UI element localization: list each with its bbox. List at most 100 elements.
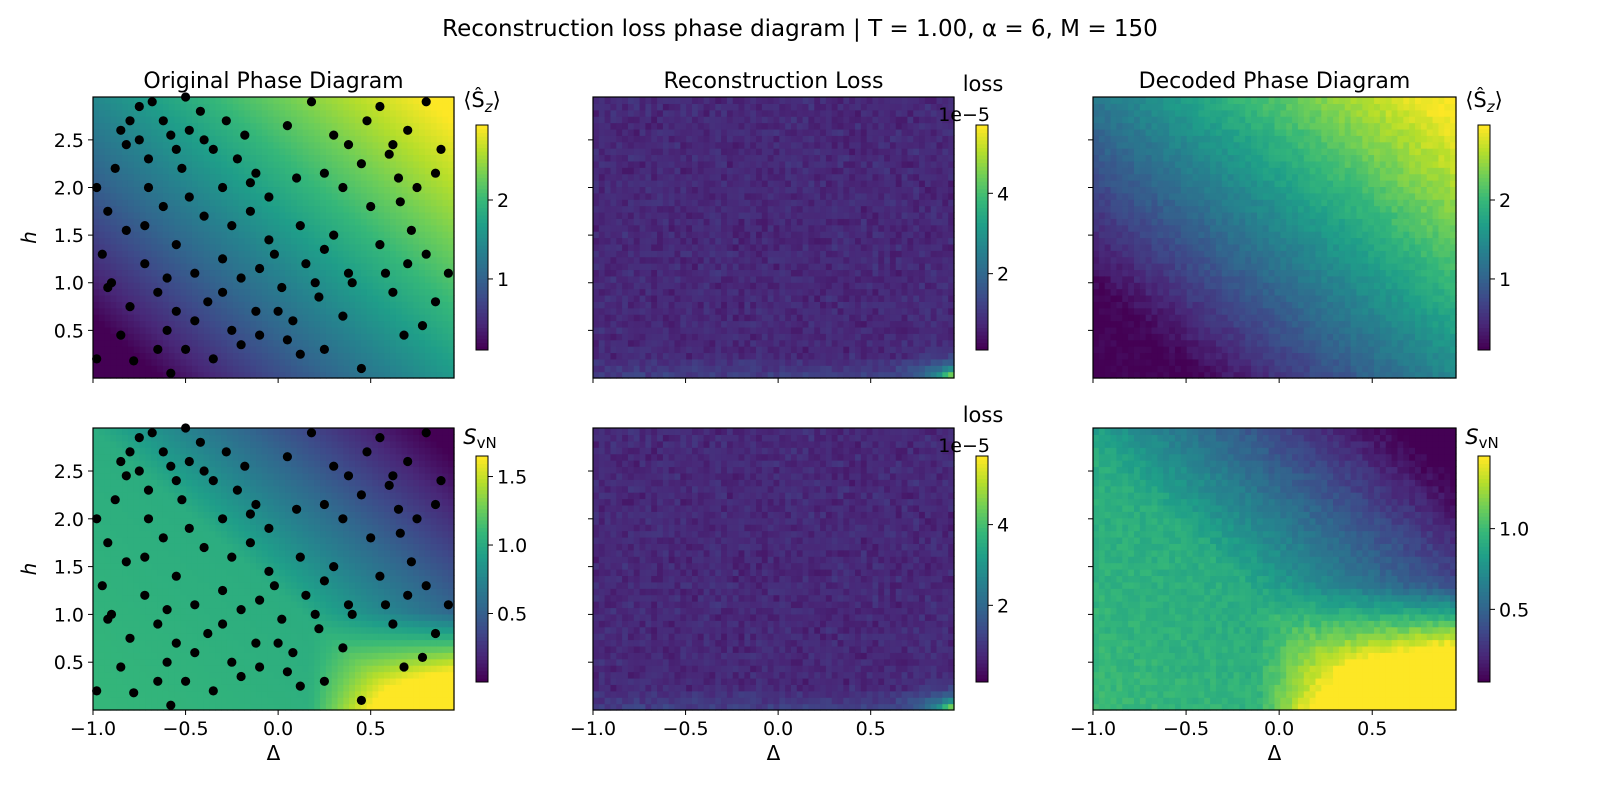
heatmap-cell: [285, 109, 292, 117]
heatmap-cell: [226, 148, 234, 156]
heatmap-cell: [110, 237, 117, 245]
heatmap-cell: [756, 275, 763, 283]
heatmap-cell: [645, 224, 652, 232]
heatmap-cell: [680, 263, 687, 271]
heatmap-cell: [825, 365, 833, 373]
heatmap-cell: [413, 192, 420, 200]
heatmap-cell: [593, 263, 600, 271]
heatmap-cell: [413, 167, 420, 175]
heatmap-cell: [366, 237, 374, 245]
heatmap-cell: [355, 294, 362, 302]
heatmap-cell: [261, 180, 269, 188]
heatmap-cell: [598, 231, 606, 239]
heatmap-cell: [372, 294, 379, 302]
heatmap-cell: [325, 371, 333, 379]
heatmap-cell: [855, 122, 862, 130]
heatmap-cell: [448, 365, 455, 373]
heatmap-cell: [808, 288, 815, 296]
heatmap-cell: [389, 333, 397, 341]
heatmap-cell: [680, 116, 687, 124]
heatmap-cell: [337, 148, 344, 156]
heatmap-cell: [610, 288, 617, 296]
heatmap-cell: [244, 352, 251, 360]
heatmap-cell: [645, 256, 652, 264]
heatmap-cell: [157, 180, 164, 188]
heatmap-cell: [726, 148, 734, 156]
heatmap-cell: [250, 294, 257, 302]
heatmap-cell: [616, 231, 623, 239]
heatmap-cell: [378, 135, 385, 143]
heatmap-cell: [738, 237, 745, 245]
heatmap-cell: [389, 250, 397, 258]
heatmap-cell: [343, 218, 350, 226]
heatmap-cell: [168, 282, 176, 290]
heatmap-cell: [820, 326, 827, 334]
heatmap-cell: [290, 205, 298, 213]
heatmap-cell: [761, 371, 769, 379]
heatmap-cell: [104, 103, 112, 111]
heatmap-cell: [651, 199, 658, 207]
heatmap-cell: [738, 97, 745, 104]
heatmap-cell: [366, 211, 374, 219]
heatmap-cell: [738, 128, 745, 136]
sample-point: [388, 287, 398, 297]
sample-point: [343, 140, 354, 150]
heatmap-cell: [773, 371, 780, 379]
heatmap-cell: [593, 294, 600, 302]
heatmap-cell: [215, 243, 222, 251]
heatmap-cell: [93, 320, 100, 328]
heatmap-cell: [697, 180, 705, 188]
heatmap-cell: [151, 314, 158, 322]
heatmap-cell: [186, 301, 193, 309]
heatmap-cell: [662, 250, 670, 258]
heatmap-cell: [308, 320, 315, 328]
heatmap-cell: [267, 326, 275, 334]
heatmap-cell: [325, 314, 333, 322]
heatmap-cell: [419, 167, 426, 175]
heatmap-cell: [732, 256, 740, 264]
heatmap-cell: [627, 148, 635, 156]
heatmap-cell: [314, 269, 321, 277]
heatmap-cell: [814, 256, 821, 264]
heatmap-cell: [738, 256, 745, 264]
heatmap-cell: [320, 371, 327, 379]
heatmap-cell: [331, 294, 339, 302]
heatmap-cell: [256, 160, 263, 168]
heatmap-cell: [860, 250, 868, 258]
heatmap-cell: [180, 173, 187, 181]
heatmap-cell: [442, 301, 449, 309]
heatmap-cell: [680, 192, 687, 200]
heatmap-cell: [349, 97, 356, 104]
heatmap-cell: [197, 237, 205, 245]
heatmap-cell: [773, 180, 780, 188]
heatmap-cell: [442, 294, 449, 302]
heatmap-cell: [151, 263, 158, 271]
heatmap-cell: [209, 250, 216, 258]
heatmap-cell: [691, 346, 699, 354]
heatmap-cell: [168, 326, 176, 334]
heatmap-cell: [691, 237, 699, 245]
heatmap-cell: [145, 288, 152, 296]
heatmap-cell: [203, 141, 211, 149]
heatmap-cell: [750, 339, 757, 347]
heatmap-cell: [314, 346, 321, 354]
heatmap-cell: [633, 231, 641, 239]
heatmap-cell: [407, 275, 414, 283]
heatmap-cell: [209, 294, 216, 302]
heatmap-cell: [104, 301, 112, 309]
heatmap-cell: [633, 135, 641, 143]
heatmap-cell: [261, 269, 269, 277]
heatmap-cell: [424, 320, 432, 328]
heatmap-cell: [622, 352, 629, 360]
heatmap-cell: [593, 301, 600, 309]
heatmap-cell: [622, 148, 629, 156]
heatmap-cell: [355, 211, 362, 219]
heatmap-cell: [384, 346, 391, 354]
heatmap-cell: [837, 103, 844, 111]
heatmap-cell: [598, 358, 606, 366]
heatmap-cell: [610, 339, 617, 347]
heatmap-cell: [145, 320, 152, 328]
heatmap-cell: [139, 358, 146, 366]
heatmap-cell: [349, 250, 356, 258]
heatmap-cell: [814, 269, 821, 277]
